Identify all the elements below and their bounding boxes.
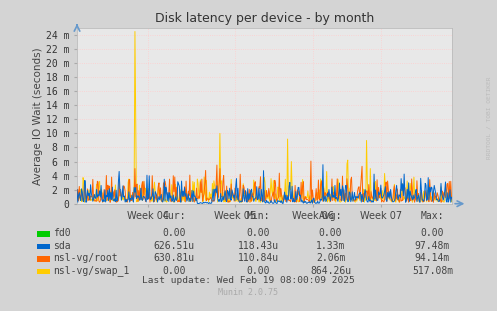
Text: Max:: Max:	[420, 211, 444, 221]
Text: nsl-vg/root: nsl-vg/root	[53, 253, 118, 263]
Text: 864.26u: 864.26u	[310, 266, 351, 276]
Text: RRDTOOL / TOBI OETIKER: RRDTOOL / TOBI OETIKER	[486, 77, 491, 160]
Text: sda: sda	[53, 241, 71, 251]
Text: 2.06m: 2.06m	[316, 253, 345, 263]
Text: 118.43u: 118.43u	[238, 241, 279, 251]
Text: Min:: Min:	[247, 211, 270, 221]
Y-axis label: Average IO Wait (seconds): Average IO Wait (seconds)	[33, 47, 43, 185]
Text: nsl-vg/swap_1: nsl-vg/swap_1	[53, 265, 130, 276]
Text: 97.48m: 97.48m	[415, 241, 450, 251]
Text: 0.00: 0.00	[319, 228, 342, 238]
Text: Avg:: Avg:	[319, 211, 342, 221]
Text: 517.08m: 517.08m	[412, 266, 453, 276]
Text: 94.14m: 94.14m	[415, 253, 450, 263]
Text: 626.51u: 626.51u	[154, 241, 194, 251]
Text: 630.81u: 630.81u	[154, 253, 194, 263]
Text: Last update: Wed Feb 19 08:00:09 2025: Last update: Wed Feb 19 08:00:09 2025	[142, 276, 355, 285]
Text: 0.00: 0.00	[162, 266, 186, 276]
Text: 1.33m: 1.33m	[316, 241, 345, 251]
Text: 0.00: 0.00	[162, 228, 186, 238]
Text: Cur:: Cur:	[162, 211, 186, 221]
Text: 110.84u: 110.84u	[238, 253, 279, 263]
Text: 0.00: 0.00	[420, 228, 444, 238]
Title: Disk latency per device - by month: Disk latency per device - by month	[155, 12, 374, 26]
Text: 0.00: 0.00	[247, 266, 270, 276]
Text: fd0: fd0	[53, 228, 71, 238]
Text: 0.00: 0.00	[247, 228, 270, 238]
Text: Munin 2.0.75: Munin 2.0.75	[219, 288, 278, 297]
